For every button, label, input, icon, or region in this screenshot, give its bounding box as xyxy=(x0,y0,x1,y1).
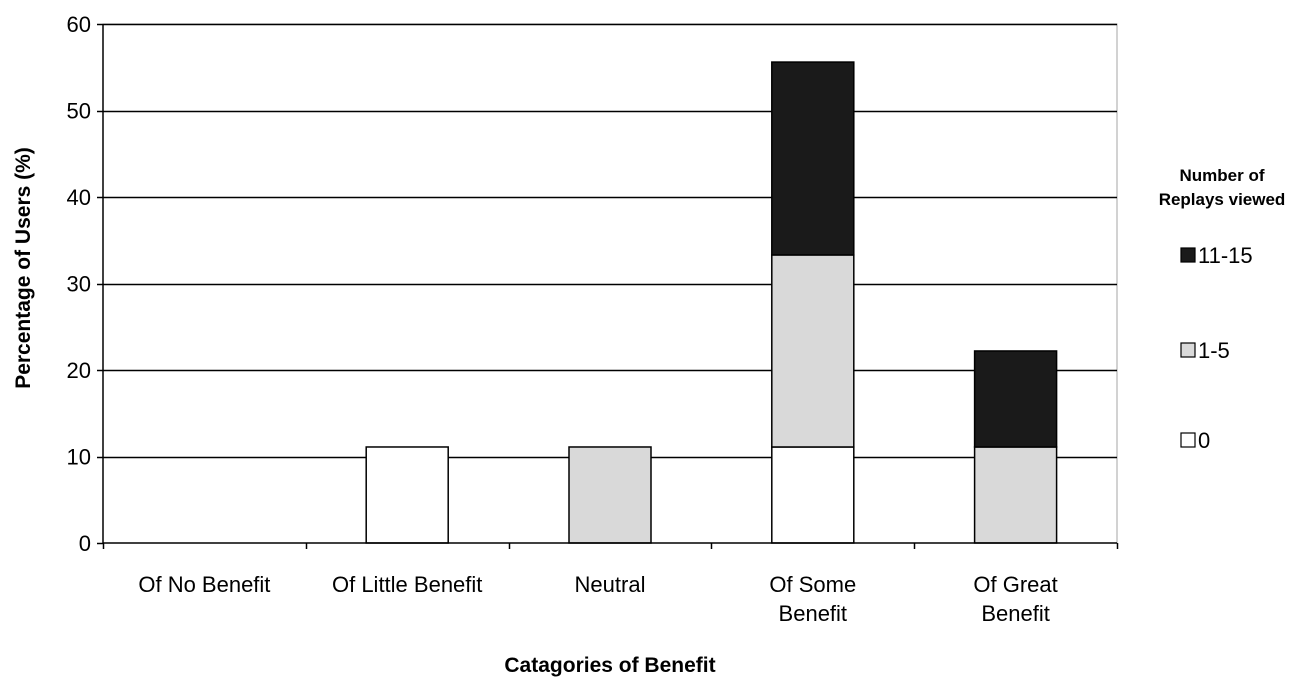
bar-4-series-2 xyxy=(973,350,1058,448)
bar-3-series-1 xyxy=(771,254,855,448)
y-tick-label-10: 10 xyxy=(67,445,91,470)
gridlines xyxy=(103,23,1117,459)
x-tick-label-3: Of Some Benefit xyxy=(769,572,856,626)
legend-swatch-2 xyxy=(1180,432,1196,448)
bars xyxy=(365,61,1058,544)
x-tick-label-4: Of Great Benefit xyxy=(973,572,1057,626)
legend-swatch-0 xyxy=(1180,247,1196,263)
axes xyxy=(97,23,1119,549)
legend: Number of Replays viewed 11-15 1-5 0 xyxy=(1159,166,1286,453)
bar-4-series-1 xyxy=(973,446,1058,544)
bar-3-series-2 xyxy=(771,61,855,256)
legend-title: Number of Replays viewed xyxy=(1159,166,1286,209)
y-tick-label-0: 0 xyxy=(79,531,91,556)
y-tick-labels: 0 10 20 30 40 50 60 xyxy=(67,12,91,556)
y-tick-label-20: 20 xyxy=(67,358,91,383)
y-tick-label-40: 40 xyxy=(67,185,91,210)
y-tick-label-30: 30 xyxy=(67,272,91,297)
bar-3-series-0 xyxy=(771,446,855,544)
legend-label-1: 1-5 xyxy=(1198,338,1230,363)
x-axis-title: Catagories of Benefit xyxy=(504,654,715,677)
y-tick-label-50: 50 xyxy=(67,99,91,124)
x-tick-label-1: Of Little Benefit xyxy=(332,572,482,597)
legend-swatch-1 xyxy=(1180,342,1196,358)
x-tick-labels: Of No Benefit Of Little Benefit Neutral Of … xyxy=(138,572,1057,626)
y-axis-title: Percentage of Users (%) xyxy=(12,147,35,389)
bar-2-series-1 xyxy=(568,446,652,544)
bar-1-series-0 xyxy=(365,446,449,544)
x-tick-label-0: Of No Benefit xyxy=(138,572,270,597)
legend-label-2: 0 xyxy=(1198,428,1210,453)
x-tick-label-2: Neutral xyxy=(575,572,646,597)
legend-label-0: 11-15 xyxy=(1198,243,1253,268)
y-tick-label-60: 60 xyxy=(67,12,91,37)
